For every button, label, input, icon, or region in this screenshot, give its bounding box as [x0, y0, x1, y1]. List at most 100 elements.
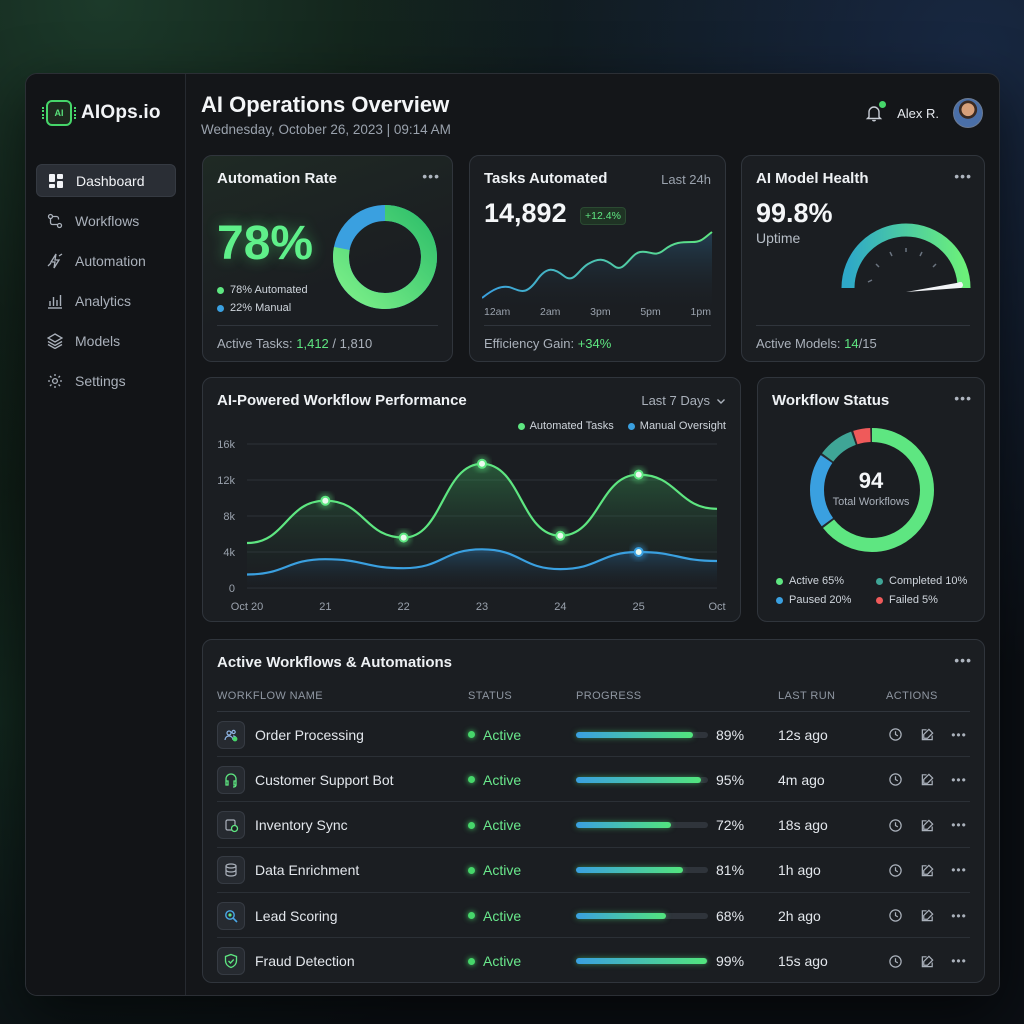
brand[interactable]: AI AIOps.io	[42, 100, 161, 126]
clock-icon[interactable]	[887, 772, 903, 788]
sidebar-item-analytics[interactable]: Analytics	[36, 284, 176, 317]
more-icon[interactable]: •••	[951, 863, 967, 878]
progress-fill	[576, 958, 707, 964]
clock-icon[interactable]	[887, 862, 903, 878]
column-header[interactable]: STATUS	[468, 690, 513, 702]
clock-icon[interactable]	[887, 908, 903, 924]
sync-icon	[217, 811, 245, 840]
edit-icon[interactable]	[919, 727, 935, 743]
column-header[interactable]: LAST RUN	[778, 690, 836, 702]
more-icon[interactable]: •••	[951, 818, 967, 833]
more-icon[interactable]: •••	[954, 390, 972, 406]
shield-icon	[217, 947, 245, 975]
legend-dot	[876, 577, 883, 585]
more-icon[interactable]: •••	[951, 908, 967, 923]
uptime-gauge	[841, 223, 971, 292]
edit-icon[interactable]	[919, 953, 935, 969]
clock-icon[interactable]	[887, 727, 903, 743]
progress-value: 72%	[716, 817, 745, 834]
edit-icon[interactable]	[919, 772, 935, 788]
sidebar-item-label: Dashboard	[76, 172, 145, 189]
x-tick-label: 23	[476, 601, 488, 613]
more-icon[interactable]: •••	[951, 727, 967, 742]
bell-icon[interactable]	[865, 101, 887, 122]
data-point[interactable]	[398, 532, 409, 543]
column-header[interactable]: WORKFLOW NAME	[217, 690, 324, 702]
last-run-cell: 4m ago	[778, 757, 825, 802]
clock-icon[interactable]	[887, 817, 903, 833]
edit-icon[interactable]	[919, 862, 935, 878]
progress-fill	[576, 822, 672, 829]
donut-segment[interactable]	[810, 428, 934, 552]
progress-cell: 95%	[576, 757, 744, 802]
data-point[interactable]	[320, 495, 331, 506]
legend-dot	[217, 286, 224, 294]
automation-donut	[333, 205, 437, 309]
status-badge: Active	[483, 726, 522, 743]
page-title: AI Operations Overview	[201, 92, 450, 117]
last-run-cell: 1h ago	[778, 848, 821, 893]
edit-icon[interactable]	[919, 817, 935, 833]
status-cell: Active	[468, 712, 521, 757]
progress-cell: 99%	[576, 939, 744, 984]
sidebar-item-automation[interactable]: Automation	[36, 244, 176, 277]
sidebar-nav: Dashboard Workflows Automation Analytics	[36, 164, 176, 404]
progress-fill	[576, 912, 666, 919]
data-point[interactable]	[633, 469, 644, 480]
workflow-name[interactable]: Inventory Sync	[255, 817, 348, 834]
more-icon[interactable]: •••	[954, 168, 972, 184]
table-row[interactable]: Inventory Sync Active 72% 18s ago •••	[217, 803, 970, 848]
table-row[interactable]: Customer Support Bot Active 95% 4m ago •••	[217, 757, 970, 803]
workflow-name[interactable]: Data Enrichment	[255, 862, 360, 879]
avatar[interactable]	[953, 98, 983, 128]
active-workflows-card: Active Workflows & Automations ••• WORKF…	[202, 639, 985, 983]
user-menu: Alex R.	[865, 98, 983, 128]
data-point[interactable]	[555, 530, 566, 541]
period-dropdown[interactable]: Last 7 Days	[641, 393, 726, 408]
column-header: ACTIONS	[886, 690, 938, 702]
workflow-name[interactable]: Order Processing	[255, 726, 364, 743]
table-row[interactable]: Order Processing Active 89% 12s ago •••	[217, 712, 970, 757]
progress-cell: 72%	[576, 803, 744, 848]
more-icon[interactable]: •••	[951, 954, 967, 968]
x-tick-label: 25	[633, 601, 645, 613]
data-point[interactable]	[477, 458, 487, 469]
gear-icon	[47, 373, 63, 389]
donut-segment[interactable]	[810, 428, 934, 552]
last-run: 4m ago	[778, 771, 825, 788]
y-tick-label: 12k	[217, 475, 235, 487]
workflow-name[interactable]: Lead Scoring	[255, 907, 338, 924]
last-run-cell: 2h ago	[778, 893, 821, 938]
more-icon[interactable]: •••	[951, 772, 967, 787]
legend-dot	[517, 422, 525, 430]
table-row[interactable]: Data Enrichment Active 81% 1h ago •••	[217, 848, 970, 893]
sidebar-item-workflows[interactable]: Workflows	[36, 204, 176, 237]
workflow-name[interactable]: Customer Support Bot	[255, 771, 394, 788]
legend-paused: Paused 20%	[776, 594, 851, 606]
status-dot	[468, 776, 475, 784]
data-point[interactable]	[633, 547, 644, 557]
sidebar-item-models[interactable]: Models	[36, 324, 176, 357]
clock-icon[interactable]	[887, 953, 903, 969]
edit-icon[interactable]	[919, 908, 935, 924]
brand-name: AIOps.io	[81, 102, 161, 123]
user-name[interactable]: Alex R.	[897, 105, 939, 121]
status-dot	[468, 821, 475, 829]
sidebar-item-settings[interactable]: Settings	[36, 364, 176, 397]
status-cell: Active	[468, 803, 521, 848]
chart-legend: Automated Tasks Manual Oversight	[517, 420, 726, 432]
main-content: AI Operations Overview Wednesday, Octobe…	[201, 74, 999, 995]
gauge-needle-hub	[957, 282, 963, 288]
status-badge: Active	[483, 862, 522, 879]
workflow-name[interactable]: Fraud Detection	[255, 953, 355, 969]
progress-bar	[576, 731, 708, 738]
more-icon[interactable]: •••	[954, 652, 972, 668]
last-run: 15s ago	[778, 953, 828, 969]
column-header[interactable]: PROGRESS	[576, 690, 642, 702]
table-row[interactable]: Lead Scoring Active 68% 2h ago •••	[217, 893, 970, 939]
more-icon[interactable]: •••	[422, 168, 440, 184]
card-title: AI-Powered Workflow Performance	[217, 392, 467, 409]
x-tick: 12am	[484, 306, 511, 318]
sidebar-item-dashboard[interactable]: Dashboard	[36, 164, 176, 197]
table-row[interactable]: Fraud Detection Active 99% 15s ago •••	[217, 939, 970, 984]
